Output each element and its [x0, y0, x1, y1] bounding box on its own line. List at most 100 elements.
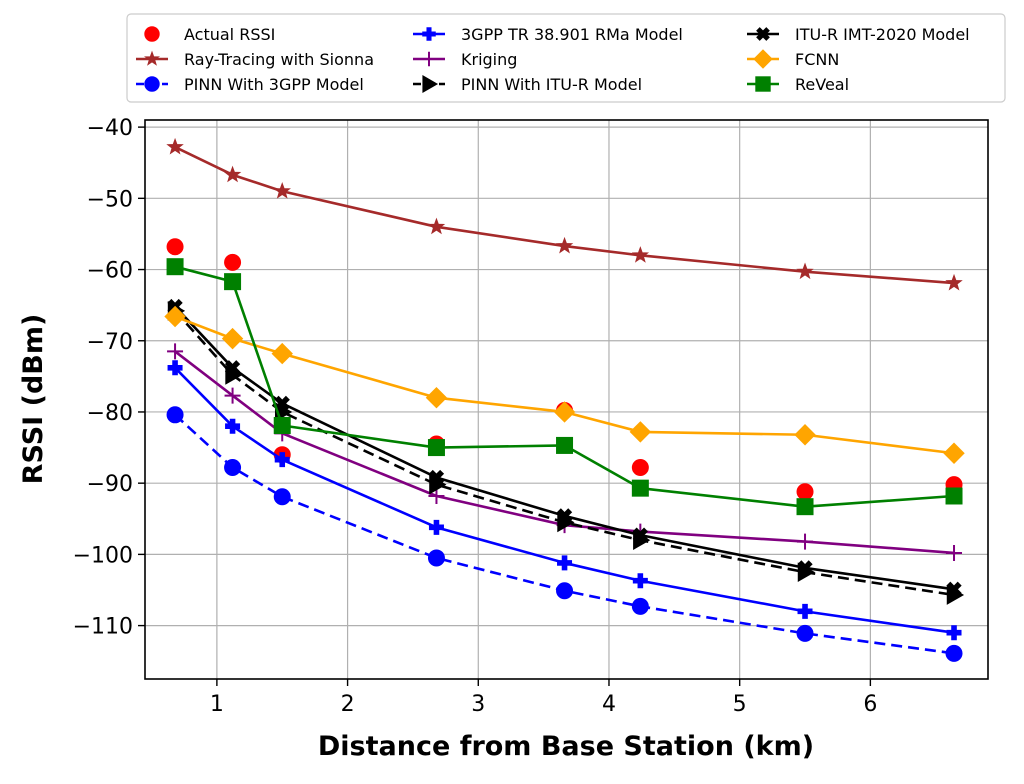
series-pinn-with-3gpp-model — [166, 406, 963, 662]
data-point-reveal — [224, 273, 242, 291]
data-point-fcnn — [629, 421, 652, 443]
legend-entry-3gpp-tr-38-901-rma-model: 3GPP TR 38.901 RMa Model — [413, 25, 683, 44]
legend-marker — [753, 49, 773, 69]
series-line-ray-tracing-with-sionna — [174, 145, 955, 285]
legend-label: Actual RSSI — [184, 25, 275, 44]
legend-marker — [422, 27, 436, 41]
legend-entry-pinn-with-3gpp-model: PINN With 3GPP Model — [136, 75, 364, 94]
legend-label: ReVeal — [795, 75, 849, 94]
y-tick-label: −60 — [87, 259, 133, 284]
data-point-pinn-with-3gpp-model — [631, 597, 649, 615]
data-point-pinn-with-3gpp-model — [166, 406, 184, 424]
data-point-fcnn — [221, 327, 244, 350]
data-point-pinn-with-3gpp-model — [796, 624, 814, 642]
data-point-reveal — [166, 258, 184, 276]
data-point-3gpp-tr-38-901-rma-model — [797, 603, 813, 619]
data-point-actual-rssi — [224, 253, 242, 271]
tick-layer: 1 2 3 4 5 6 −110 −100 −90 −80 −70 −60 −50 −40 — [73, 116, 878, 717]
x-tick-label: 2 — [341, 692, 355, 717]
legend-marker — [755, 76, 771, 92]
series-layer — [164, 137, 965, 662]
data-point-itu-r-imt-2020-model — [556, 508, 573, 524]
y-tick-label: −90 — [87, 472, 133, 497]
data-point-itu-r-imt-2020-model — [797, 560, 813, 576]
data-point-kriging — [946, 544, 963, 561]
legend-entry-ray-tracing-with-sionna: Ray-Tracing with Sionna — [136, 50, 374, 69]
legend-marker — [756, 27, 770, 41]
data-point-ray-tracing-with-sionna — [631, 246, 650, 263]
data-point-fcnn — [553, 401, 576, 423]
data-point-reveal — [945, 487, 963, 505]
series-line-reveal — [174, 265, 955, 508]
data-point-kriging — [167, 343, 184, 360]
legend-entry-actual-rssi: Actual RSSI — [144, 25, 275, 44]
data-point-reveal — [631, 479, 649, 497]
data-point-3gpp-tr-38-901-rma-model — [428, 519, 444, 535]
data-point-fcnn — [794, 424, 816, 446]
legend: Actual RSSI Ray-Tracing with Sionna PINN W… — [126, 13, 1006, 103]
legend-marker — [144, 26, 160, 42]
data-point-reveal — [796, 498, 814, 516]
legend-label: FCNN — [795, 50, 839, 69]
legend-marker — [421, 51, 437, 67]
data-point-pinn-with-3gpp-model — [556, 582, 574, 600]
data-point-itu-r-imt-2020-model — [632, 527, 648, 543]
data-point-reveal — [273, 416, 291, 434]
data-point-ray-tracing-with-sionna — [945, 273, 963, 291]
series-line-fcnn — [174, 315, 955, 455]
series-reveal — [166, 258, 963, 516]
y-axis-title: RSSI (dBm) — [18, 314, 49, 485]
legend-label: PINN With 3GPP Model — [184, 75, 364, 94]
y-tick-label: −100 — [73, 543, 133, 568]
legend-label: ITU-R IMT-2020 Model — [795, 25, 970, 44]
x-axis-title: Distance from Base Station (km) — [318, 731, 814, 762]
data-point-ray-tracing-with-sionna — [796, 262, 814, 280]
series-line-pinn-with-3gpp-model — [174, 413, 955, 655]
data-point-kriging — [224, 387, 241, 404]
data-point-ray-tracing-with-sionna — [223, 165, 242, 183]
data-point-ray-tracing-with-sionna — [166, 137, 184, 155]
series-ray-tracing-with-sionna — [166, 137, 963, 291]
y-tick-label: −40 — [87, 116, 133, 141]
data-point-itu-r-imt-2020-model — [274, 395, 290, 412]
legend-entry-reveal: ReVeal — [747, 75, 849, 94]
legend-entry-kriging: Kriging — [413, 50, 517, 69]
legend-label: 3GPP TR 38.901 RMa Model — [461, 25, 683, 44]
data-point-3gpp-tr-38-901-rma-model — [632, 573, 648, 589]
legend-frame — [126, 13, 1006, 103]
x-tick-label: 4 — [602, 692, 616, 717]
y-tick-label: −80 — [87, 401, 133, 426]
series-line-3gpp-tr-38-901-rma-model — [174, 366, 955, 634]
data-point-pinn-with-3gpp-model — [224, 459, 242, 477]
legend-marker — [422, 75, 439, 93]
legend-entry-itu-r-imt-2020-model: ITU-R IMT-2020 Model — [747, 25, 970, 44]
data-point-fcnn — [943, 442, 965, 464]
data-point-pinn-with-3gpp-model — [273, 488, 291, 506]
legend-marker — [144, 50, 160, 66]
data-point-ray-tracing-with-sionna — [273, 182, 291, 199]
data-point-kriging — [428, 487, 445, 504]
data-point-fcnn — [164, 305, 186, 328]
data-point-actual-rssi — [796, 483, 814, 501]
data-point-ray-tracing-with-sionna — [555, 236, 574, 254]
legend-label: Ray-Tracing with Sionna — [184, 50, 374, 69]
series-itu-r-imt-2020-model — [167, 298, 962, 597]
legend-label: Kriging — [461, 50, 517, 69]
x-tick-label: 6 — [863, 692, 877, 717]
data-point-pinn-with-3gpp-model — [427, 549, 445, 567]
data-point-actual-rssi — [166, 238, 184, 256]
x-tick-label: 5 — [733, 692, 747, 717]
legend-label: PINN With ITU-R Model — [461, 75, 642, 94]
data-point-ray-tracing-with-sionna — [427, 217, 446, 235]
data-point-fcnn — [425, 387, 448, 409]
data-point-pinn-with-3gpp-model — [945, 644, 963, 662]
data-point-3gpp-tr-38-901-rma-model — [557, 555, 573, 571]
y-tick-label: −50 — [87, 187, 133, 212]
x-tick-label: 3 — [471, 692, 485, 717]
data-point-reveal — [427, 439, 445, 457]
series-line-pinn-with-itu-r-model — [174, 309, 955, 597]
data-point-3gpp-tr-38-901-rma-model — [167, 360, 183, 376]
series-line-itu-r-imt-2020-model — [174, 305, 955, 591]
